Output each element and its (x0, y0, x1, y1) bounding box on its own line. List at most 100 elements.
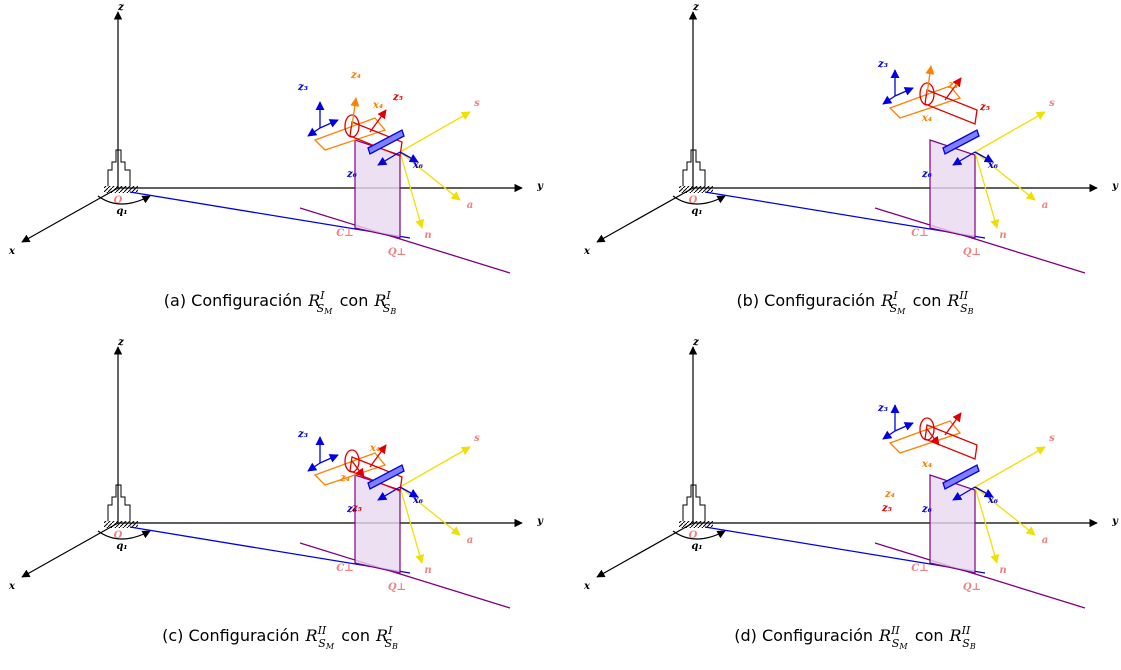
frame-axis (974, 151, 994, 163)
axis-label: x₆ (412, 160, 424, 171)
axis-label: x₄ (921, 113, 932, 124)
x-axis (21, 522, 119, 578)
x-axis (21, 187, 119, 243)
math-sup: II (958, 289, 968, 302)
axis-label: z₄ (947, 80, 958, 91)
a-axis (974, 151, 1036, 201)
axis-label: z₅ (979, 102, 991, 113)
frame-axis (944, 77, 962, 101)
axis-label: Q⊥ (388, 247, 406, 258)
math-subsub: M (898, 642, 908, 651)
axis-label: O (689, 195, 698, 206)
tower (682, 484, 706, 521)
caption-label: (a) Configuración (164, 291, 302, 310)
s-axis (399, 446, 471, 488)
link (313, 117, 387, 151)
link (349, 456, 403, 492)
panel: z y x Oq₁ C⊥ Q⊥ s a n z₃ z₄ x₄ z₅ x₆ z₆ (a) Configuraci… (8, 2, 544, 316)
math-subsub: B (969, 642, 976, 651)
end-plate (367, 464, 405, 490)
spacer (905, 302, 906, 307)
axis-label: n (999, 230, 1006, 241)
axis-label: y (536, 181, 544, 192)
axis-label: z (117, 337, 124, 348)
math-sub: S (318, 637, 326, 650)
frame-axis (307, 462, 321, 472)
axis-label: z₃ (877, 403, 889, 414)
axis-label: z (692, 2, 699, 13)
axis-label: z₆ (346, 504, 358, 515)
projection-line (299, 207, 511, 274)
plane (929, 139, 976, 239)
spacer (908, 637, 909, 642)
math-sub: S (960, 302, 968, 315)
q1-arc (97, 195, 151, 205)
axis-label: z₃ (877, 59, 889, 70)
math-subsub: B (391, 642, 398, 651)
q1-arc (97, 530, 151, 540)
math-sup: I (385, 289, 391, 302)
link (313, 452, 387, 486)
link (888, 85, 962, 119)
frame-axis (944, 412, 962, 436)
frame-axis (894, 422, 914, 432)
math-subsub: B (967, 307, 974, 316)
axis-label: z₄ (884, 489, 895, 500)
base (104, 186, 138, 193)
plane (354, 474, 401, 574)
axis-label: n (999, 565, 1006, 576)
axis-label: s (1049, 98, 1055, 109)
axis-label: a (467, 535, 473, 546)
math-sub: S (962, 637, 970, 650)
frame-axis (882, 95, 896, 105)
math-sup: I (387, 624, 393, 637)
math-base: R (375, 626, 388, 645)
math-sub: S (890, 302, 898, 315)
frame-axis (894, 87, 914, 97)
a-axis (399, 151, 461, 201)
frame-axis (399, 486, 419, 498)
axis-label: s (474, 433, 480, 444)
base (679, 521, 713, 528)
frame-axis (925, 65, 935, 95)
s-axis (974, 111, 1046, 153)
caption-word: con (915, 626, 944, 645)
base (679, 186, 713, 193)
link (924, 89, 978, 125)
math-sup: I (892, 289, 898, 302)
a-axis (399, 486, 461, 536)
axis-label: z₃ (297, 82, 309, 93)
math-subsub: M (323, 307, 333, 316)
axis-label: z₅ (392, 92, 404, 103)
axis-label: x₄ (921, 459, 932, 470)
axis-label: x (8, 581, 16, 592)
spacer (332, 302, 333, 307)
math-base: R (880, 291, 893, 310)
math-sup: II (317, 624, 327, 637)
axis-label: q₁ (116, 206, 127, 217)
axis-label: z (692, 337, 699, 348)
math-sub: S (384, 637, 392, 650)
axis-label: z₅ (351, 503, 363, 514)
axis-label: x₆ (987, 495, 999, 506)
q1-arc (672, 195, 726, 205)
panel: z y x Oq₁ C⊥ Q⊥ s a n z₃ z₄ x₄ z₅ x₆ z₆ (b) Configuraci… (583, 2, 1119, 316)
axis-label: C⊥ (911, 563, 929, 574)
math-base: R (946, 291, 959, 310)
end-plate (367, 129, 405, 155)
frame-axis (974, 486, 994, 498)
caption: (c) Configuración RII SM con RI SB (162, 624, 398, 651)
axis-label: y (1111, 181, 1119, 192)
math-sup: I (319, 289, 325, 302)
axis-label: s (1049, 433, 1055, 444)
axis-label: z₆ (921, 504, 933, 515)
axis-label: Q⊥ (388, 582, 406, 593)
frame-axis (882, 430, 896, 440)
frame-axis (952, 151, 976, 166)
caption-label: (d) Configuración (734, 626, 873, 645)
math-sub: S (317, 302, 325, 315)
frame-axis (399, 151, 419, 163)
axis-label: n (424, 565, 431, 576)
tower (107, 484, 131, 521)
